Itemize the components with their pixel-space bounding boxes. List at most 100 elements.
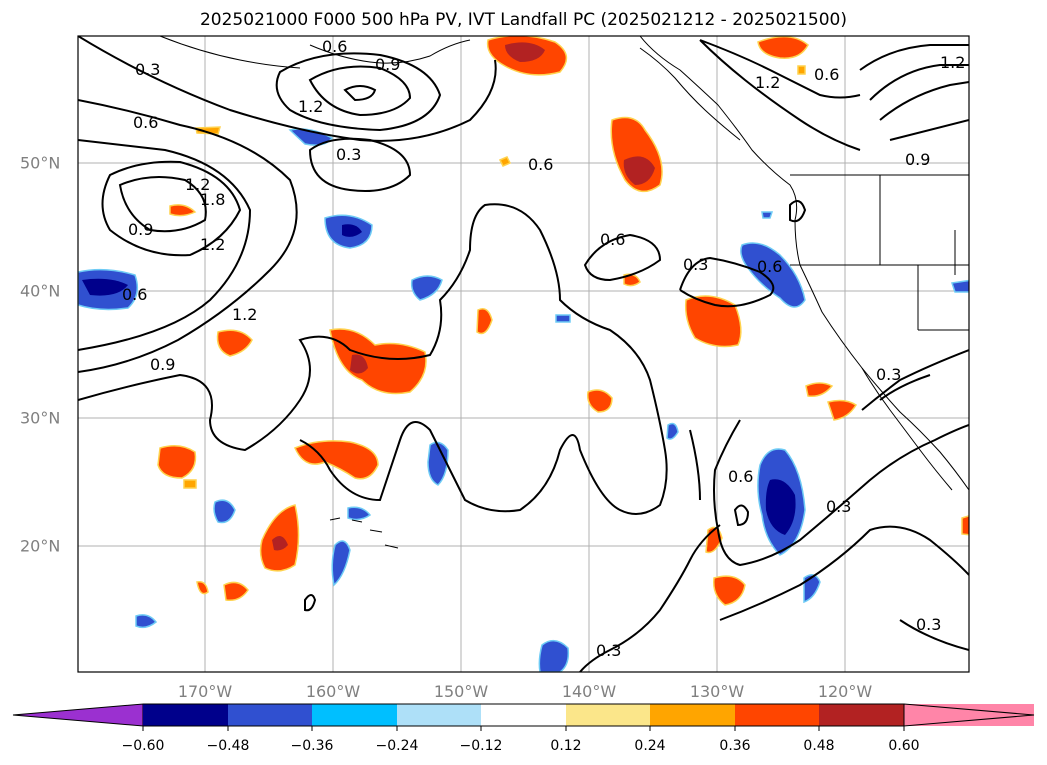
alaska-islands: [639, 47, 741, 141]
contour-label: 0.6: [728, 467, 753, 486]
colorbar-tick-label: −0.36: [290, 738, 334, 754]
contour-label: 0.6: [122, 285, 147, 304]
pv-contour: [78, 36, 497, 142]
map-panel: 0.3 0.6 1.2 1.8 0.9 1.2 0.6 1.2 0.9 0.6 …: [78, 36, 969, 672]
colorbar-tick-label: 0.24: [634, 738, 666, 754]
anomaly-patch: [538, 639, 570, 672]
map-frame: [77, 35, 970, 673]
contour-label: 0.3: [336, 145, 361, 164]
anomaly-patch: [213, 499, 236, 524]
contour-label: 1.2: [755, 73, 780, 92]
pv-contour: [719, 525, 969, 651]
pv-contours: [78, 36, 969, 672]
map-title: 2025021000 F000 500 hPa PV, IVT Landfall…: [199, 10, 847, 30]
colorbar-segment: [228, 704, 312, 726]
contour-label: 0.9: [375, 55, 400, 74]
contour-label: 0.3: [596, 641, 621, 660]
anomaly-patch: [196, 580, 209, 595]
colorbar-segment: [819, 704, 904, 726]
anomaly-patch: [135, 614, 158, 629]
pv-contour: [308, 137, 412, 192]
anomaly-patch: [82, 278, 128, 296]
colorbar-tick-label: −0.12: [459, 738, 503, 754]
lon-tick-label: 150°W: [433, 682, 489, 701]
anomaly-patch: [586, 389, 613, 413]
anomaly-patch: [797, 65, 806, 75]
anomaly-patch: [342, 224, 362, 237]
pv-contour: [343, 85, 377, 102]
anomaly-patch: [765, 479, 796, 535]
pv-contour: [118, 176, 207, 233]
contour-label: 1.2: [200, 235, 225, 254]
pv-contour: [101, 160, 242, 257]
contour-label: 0.6: [322, 37, 347, 56]
pv-contour: [699, 39, 861, 151]
anomaly-patch: [505, 42, 545, 62]
anomaly-patch: [331, 540, 351, 587]
anomaly-patch: [223, 581, 249, 602]
anomaly-patch: [623, 156, 655, 185]
anomaly-patch: [195, 126, 222, 135]
pv-contour: [789, 200, 807, 223]
anomaly-patch: [961, 515, 969, 536]
colorbar-tick-label: 0.48: [803, 738, 835, 754]
anomaly-patch: [666, 422, 679, 440]
contour-label: 0.9: [150, 355, 175, 374]
north-america-coast: [639, 36, 969, 491]
anomaly-patch: [712, 575, 746, 606]
pv-contour: [679, 256, 775, 308]
contour-label: 0.6: [757, 257, 782, 276]
colorbar-tick-label: 0.36: [719, 738, 751, 754]
anomaly-patch: [272, 536, 288, 551]
colorbar-segment: [481, 704, 566, 726]
anomaly-patch: [555, 314, 571, 323]
contour-label: 1.8: [200, 190, 225, 209]
contour-label: 1.2: [298, 97, 323, 116]
anomaly-patch: [157, 445, 197, 479]
anomaly-patch: [684, 295, 742, 348]
anomaly-patch: [803, 574, 821, 604]
anomaly-patch: [216, 329, 253, 357]
positive-anomaly-shading: [157, 36, 969, 606]
lat-tick-label: 30°N: [20, 408, 61, 428]
colorbar-tick-label: 0.12: [550, 738, 582, 754]
contour-label: 0.3: [683, 255, 708, 274]
colorbar-segment: [566, 704, 650, 726]
contour-label: 0.3: [876, 365, 901, 384]
pv-contour: [583, 233, 662, 282]
anomaly-patch: [740, 242, 806, 308]
contour-label: 0.6: [814, 65, 839, 84]
pv-contour: [713, 419, 969, 567]
lon-tick-label: 140°W: [561, 682, 617, 701]
negative-anomaly-shading: [78, 128, 969, 672]
anomaly-patch: [350, 354, 368, 374]
colorbar-extend-low: [12, 703, 144, 727]
anomaly-patch: [183, 479, 197, 489]
contour-label: 0.3: [135, 60, 160, 79]
pv-contour: [275, 52, 442, 132]
baja-coast: [861, 367, 953, 491]
colorbar-tick-label: −0.24: [375, 738, 419, 754]
anomaly-patch: [410, 275, 443, 301]
colorbar-tick-label: 0.60: [888, 738, 920, 754]
alaska-coast: [159, 36, 471, 69]
anomaly-patch: [498, 156, 512, 167]
lon-tick-label: 170°W: [177, 682, 233, 701]
contour-label: 0.6: [528, 155, 553, 174]
contour-label: 0.9: [128, 220, 153, 239]
colorbar-segment: [735, 704, 819, 726]
anomaly-patch: [805, 382, 834, 398]
pv-contour: [308, 65, 412, 117]
lon-tick-label: 160°W: [305, 682, 361, 701]
colorbar-extend-high: [903, 703, 1035, 727]
pv-contour: [78, 139, 252, 351]
lon-tick-label: 120°W: [817, 682, 873, 701]
anomaly-patch: [827, 399, 858, 421]
anomaly-patch: [757, 36, 809, 59]
anomaly-patch: [329, 328, 427, 395]
colorbar-tick-label: −0.60: [121, 738, 165, 754]
colorbar-segment: [397, 704, 481, 726]
contour-label: 1.2: [232, 305, 257, 324]
coastlines: [159, 36, 969, 549]
